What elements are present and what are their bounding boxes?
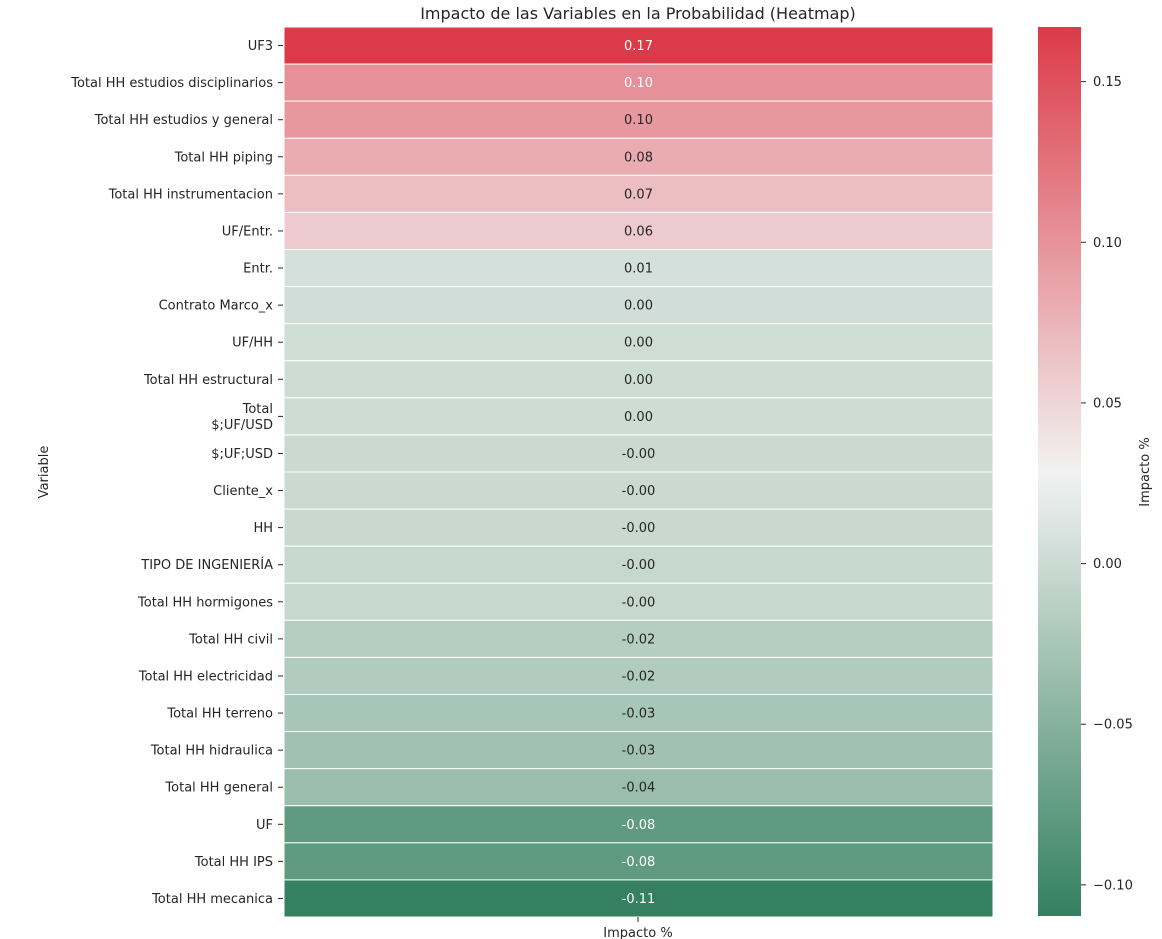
heatmap-cell [283, 286, 994, 325]
heatmap-cell [283, 26, 994, 65]
cell-value-label: 0.00 [624, 410, 653, 425]
colorbar-ticks: 0.15 0.10 0.05 0.00 −0.05 −0.10 [1081, 75, 1133, 893]
colorbar [1038, 27, 1081, 916]
cell-value-label: -0.08 [622, 818, 656, 833]
chart-title: Impacto de las Variables en la Probabili… [420, 4, 856, 23]
heatmap-cell [283, 137, 994, 176]
cell-value-label: -0.03 [622, 744, 656, 759]
heatmap-cell [283, 508, 994, 547]
row-label: Total HH mecanica [151, 892, 273, 907]
cell-value-label: 0.06 [624, 224, 653, 239]
heatmap-cell [283, 582, 994, 621]
cell-value-label: 0.10 [624, 113, 653, 128]
cell-value-label: -0.02 [622, 669, 656, 684]
heatmap-cell [283, 360, 994, 399]
row-label: Total HH estructural [143, 373, 273, 388]
cell-value-label: -0.00 [622, 595, 656, 610]
heatmap-cell [283, 211, 994, 251]
row-label: UF/HH [232, 336, 273, 351]
row-label: UF/Entr. [222, 224, 273, 239]
heatmap-cell [283, 842, 994, 881]
colorbar-tick-label: 0.15 [1093, 75, 1122, 90]
heatmap-cell [283, 100, 994, 139]
heatmap-cells [283, 26, 994, 918]
y-axis-label: Variable [37, 446, 52, 499]
row-label: HH [253, 521, 273, 536]
row-label: Total HH estudios disciplinarios [70, 76, 273, 91]
cell-value-label: -0.04 [622, 781, 656, 796]
heatmap-cell [283, 879, 994, 918]
row-label: Total HH estudios y general [94, 113, 273, 128]
row-label: Total HH terreno [166, 707, 273, 722]
cell-value-label: 0.00 [624, 373, 653, 388]
heatmap-cell [283, 545, 994, 584]
row-label: Total HH IPS [194, 855, 273, 870]
heatmap-cell [283, 768, 994, 807]
cell-value-label: -0.00 [622, 521, 656, 536]
cell-labels: 0.17 0.10 0.10 0.08 0.07 0.06 0.01 0.00 0.00 0.00… [622, 39, 656, 907]
row-label: Contrato Marco_x [159, 299, 274, 314]
cell-value-label: 0.10 [624, 76, 653, 91]
colorbar-tick-label: −0.05 [1093, 718, 1133, 733]
heatmap-cell [283, 619, 994, 658]
cell-value-label: -0.00 [622, 484, 656, 499]
cell-value-label: 0.00 [624, 336, 653, 351]
row-label: UF [256, 818, 273, 833]
cell-value-label: -0.11 [622, 892, 656, 907]
heatmap-cell [283, 434, 994, 473]
row-label: TIPO DE INGENIERÍA [140, 557, 273, 573]
colorbar-tick-label: 0.05 [1093, 396, 1122, 411]
colorbar-label: Impacto % [1138, 437, 1153, 506]
heatmap-cell [283, 731, 994, 770]
cell-value-label: -0.02 [622, 632, 656, 647]
row-label: Total $;UF/USD [211, 402, 273, 433]
row-label: Total HH piping [174, 150, 273, 165]
cell-value-label: -0.03 [622, 707, 656, 722]
row-labels: UF3 Total HH estudios disciplinarios Total… [70, 39, 283, 907]
cell-value-label: 0.17 [624, 39, 653, 54]
row-label: Total HH hormigones [137, 595, 273, 610]
row-label: $;UF;USD [211, 447, 273, 462]
row-label: Total HH instrumentacion [108, 187, 273, 202]
cell-value-label: 0.08 [624, 150, 653, 165]
heatmap-cell [283, 656, 994, 696]
heatmap-cell [283, 63, 994, 102]
row-label: Total HH civil [188, 632, 273, 647]
colorbar-tick-label: 0.10 [1093, 236, 1122, 251]
row-label: Cliente_x [213, 484, 273, 499]
cell-value-label: -0.00 [622, 558, 656, 573]
cell-value-label: 0.07 [624, 187, 653, 202]
cell-value-label: 0.01 [624, 262, 653, 277]
row-label: UF3 [248, 39, 273, 54]
heatmap-cell [283, 694, 994, 733]
heatmap-cell [283, 397, 994, 436]
row-label: Entr. [243, 262, 273, 277]
cell-value-label: -0.00 [622, 447, 656, 462]
cell-value-label: -0.08 [622, 855, 656, 870]
row-label: Total HH electricidad [138, 669, 273, 684]
colorbar-tick-label: −0.10 [1093, 878, 1133, 893]
heatmap-cell [283, 805, 994, 844]
cell-value-label: 0.00 [624, 299, 653, 314]
colorbar-tick-label: 0.00 [1093, 557, 1122, 572]
x-tick-label: Impacto % [603, 926, 672, 939]
row-label: Total HH hidraulica [150, 744, 273, 759]
row-label: Total HH general [164, 781, 273, 796]
